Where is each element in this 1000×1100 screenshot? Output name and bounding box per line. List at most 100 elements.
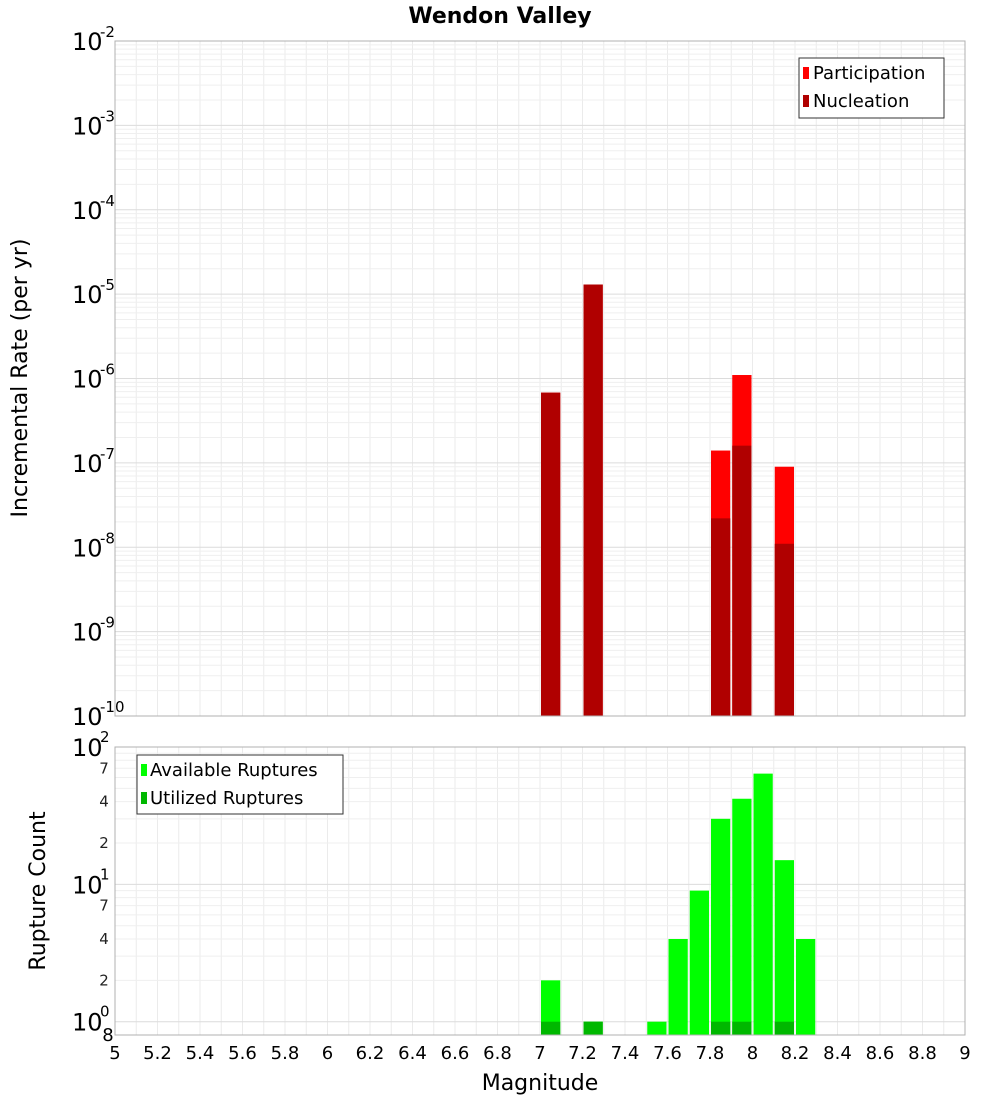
rate-legend-box [798, 57, 945, 119]
x-tick-label: 8 [747, 1043, 758, 1064]
rate-y-tick-exponent: -10 [100, 698, 125, 716]
bar-nucleation [732, 445, 752, 716]
rate-plot-frame [114, 40, 966, 717]
x-tick-label: 5.8 [271, 1043, 300, 1064]
bar-nucleation [541, 392, 561, 716]
rate-y-tick: 10-2 [72, 23, 115, 56]
x-tick-label: 8.4 [823, 1043, 852, 1064]
x-tick-label: 5.6 [228, 1043, 257, 1064]
rate-y-tick: 10-10 [72, 698, 125, 731]
count-legend: Available Ruptures Utilized Ruptures [136, 754, 344, 815]
rate-y-tick-base: 10 [72, 534, 103, 562]
rate-y-tick-exponent: -6 [100, 361, 115, 379]
legend-label-participation: Participation [813, 63, 925, 84]
rate-y-tick: 10-9 [72, 614, 115, 647]
legend-label-nucleation: Nucleation [813, 91, 909, 112]
count-y-axis-label: Rupture Count [26, 811, 51, 971]
x-tick-label: 7.8 [696, 1043, 725, 1064]
count-y-tick-base: 10 [72, 734, 103, 762]
rate-bars [541, 284, 794, 716]
count-y-tick-major: 101 [72, 865, 110, 899]
count-y-tick-minor: 4 [99, 930, 109, 948]
rate-y-tick-exponent: -4 [100, 192, 115, 210]
bar-available-ruptures [711, 818, 731, 1035]
rate-y-tick: 10-5 [72, 276, 115, 309]
x-tick-label: 6.6 [441, 1043, 470, 1064]
count-y-tick-minor: 8 [102, 1025, 113, 1046]
rate-y-tick-exponent: -3 [100, 107, 115, 125]
rate-y-tick-exponent: -8 [100, 529, 115, 547]
bar-available-ruptures [796, 939, 816, 1035]
count-plot-frame [114, 746, 966, 1036]
legend-swatch-participation [803, 67, 809, 79]
rate-y-tick: 10-4 [72, 192, 115, 225]
count-bars [541, 773, 816, 1035]
x-tick-label: 5.4 [186, 1043, 215, 1064]
bar-available-ruptures [541, 980, 561, 1035]
x-tick-label: 7.2 [568, 1043, 597, 1064]
rate-y-tick: 10-8 [72, 529, 115, 562]
bar-available-ruptures [689, 890, 709, 1035]
rate-y-tick-base: 10 [72, 197, 103, 225]
count-y-tick-exponent: 2 [100, 728, 110, 746]
rate-y-tick-exponent: -9 [100, 614, 115, 632]
bar-nucleation [774, 543, 794, 716]
count-y-tick-exponent: 1 [100, 865, 110, 883]
count-y-tick-exponent: 0 [100, 1003, 110, 1021]
bar-available-ruptures [647, 1021, 667, 1035]
x-tick-label: 6.8 [483, 1043, 512, 1064]
bar-available-ruptures [753, 773, 773, 1035]
rate-y-tick-exponent: -5 [100, 276, 115, 294]
count-y-tick-minor: 4 [99, 793, 109, 811]
legend-swatch-nucleation [803, 95, 809, 107]
x-tick-label: 7 [534, 1043, 545, 1064]
rate-legend: Participation Nucleation [798, 57, 945, 119]
bar-available-ruptures [774, 860, 794, 1035]
x-tick-label: 7.6 [653, 1043, 682, 1064]
rate-y-tick-base: 10 [72, 28, 103, 56]
bar-nucleation [583, 284, 603, 716]
bar-nucleation [711, 518, 731, 716]
legend-swatch-available [141, 764, 147, 776]
rate-y-tick-exponent: -7 [100, 445, 115, 463]
bar-available-ruptures [668, 939, 688, 1035]
rate-y-tick-base: 10 [72, 450, 103, 478]
count-y-tick-base: 10 [72, 1009, 103, 1037]
bar-utilized-ruptures [711, 1021, 731, 1035]
count-y-tick-major: 102 [72, 728, 110, 762]
rate-y-tick-base: 10 [72, 619, 103, 647]
count-y-tick-minor: 2 [99, 971, 109, 989]
legend-label-utilized: Utilized Ruptures [150, 788, 303, 809]
legend-label-available: Available Ruptures [150, 760, 318, 781]
x-tick-label: 9 [959, 1043, 970, 1064]
count-y-tick-minor: 2 [99, 834, 109, 852]
count-y-tick-major: 100 [72, 1003, 110, 1037]
bar-utilized-ruptures [732, 1021, 752, 1035]
rate-y-tick: 10-3 [72, 107, 115, 140]
rate-y-tick-base: 10 [72, 703, 103, 731]
x-tick-label: 8.8 [908, 1043, 937, 1064]
x-tick-label: 6.4 [398, 1043, 427, 1064]
count-y-tick-base: 10 [72, 871, 103, 899]
x-tick-label: 6.2 [356, 1043, 385, 1064]
x-tick-label: 7.4 [611, 1043, 640, 1064]
chart-title: Wendon Valley [408, 4, 591, 29]
bar-utilized-ruptures [583, 1021, 603, 1035]
rate-y-tick: 10-7 [72, 445, 115, 478]
bar-available-ruptures [732, 798, 752, 1035]
x-tick-label: 5 [109, 1043, 120, 1064]
x-tick-label: 8.2 [781, 1043, 810, 1064]
rate-y-tick-exponent: -2 [100, 23, 115, 41]
rate-y-tick: 10-6 [72, 361, 115, 394]
count-gridlines [114, 747, 966, 1035]
x-tick-label: 6 [322, 1043, 333, 1064]
x-tick-label: 8.6 [866, 1043, 895, 1064]
bar-utilized-ruptures [541, 1021, 561, 1035]
rate-gridlines [114, 41, 966, 717]
count-y-tick-minor: 7 [99, 897, 109, 915]
magnitude-x-ticks: 5 5.2 5.4 5.6 5.8 6 6.2 6.4 6.6 6.8 7 7.2 7.4 7.6 7.8 8… [109, 1043, 970, 1064]
